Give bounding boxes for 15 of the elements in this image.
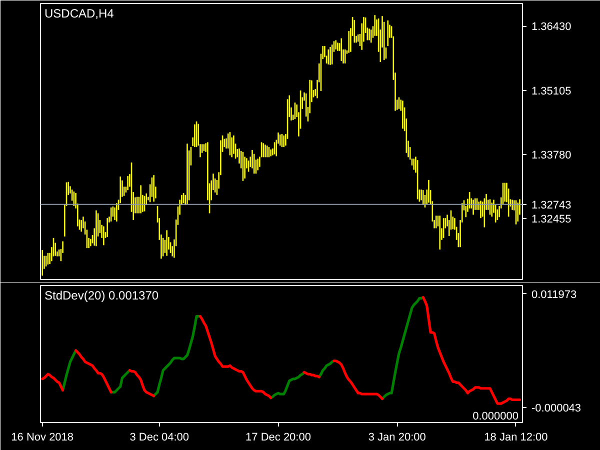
x-tick-label: 17 Dec 20:00 xyxy=(246,432,311,444)
y-tick-label: -0.000043 xyxy=(532,402,582,415)
y-tick-label: 1.35105 xyxy=(532,85,572,98)
y-tick-label: 1.32455 xyxy=(532,213,572,226)
y-tick-label: 0.011973 xyxy=(532,288,577,301)
chart-title: USDCAD,H4 xyxy=(44,6,114,20)
chart-title: StdDev(20) 0.001370 xyxy=(44,288,159,302)
y-tick-label: 1.33780 xyxy=(532,149,572,162)
y-tick-label: 1.36430 xyxy=(532,21,572,34)
x-tick-label: 3 Dec 04:00 xyxy=(130,432,190,444)
x-tick-label: 18 Jan 12:00 xyxy=(484,432,548,444)
x-tick-label: 3 Jan 20:00 xyxy=(368,432,426,444)
x-tick-label: 16 Nov 2018 xyxy=(11,432,74,444)
annotation: 0.000000 xyxy=(472,410,519,422)
ref-line-label: 1.32743 xyxy=(532,199,572,212)
